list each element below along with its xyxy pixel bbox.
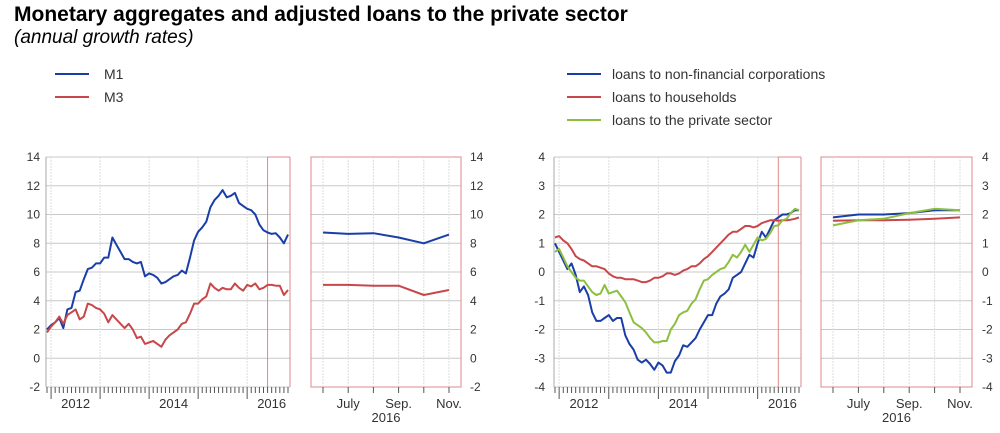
x-year-label: 2012 [569,396,598,411]
y-tick-label-right: 0 [470,351,477,365]
y-tick-label-right: -2 [470,380,481,394]
legend-label: loans to households [612,89,737,105]
y-tick-label-left: -3 [534,351,545,365]
y-tick-label-left: 12 [27,179,41,193]
x-year-label: 2014 [669,396,698,411]
y-tick-label-left: 0 [538,265,545,279]
detail-series-line-m1 [322,231,450,245]
y-tick-label-left: 10 [27,208,41,222]
y-tick-label-left: 3 [538,179,545,193]
y-tick-label-right: 2 [470,323,477,337]
detail-series-line-m3 [323,283,450,296]
y-tick-label-left: 6 [33,265,40,279]
y-tick-label-right: 4 [982,150,989,164]
legend-label: loans to the private sector [612,112,773,128]
y-tick-label-left: 2 [538,208,545,222]
y-tick-label-right: 14 [470,150,484,164]
y-tick-label-right: -3 [982,351,993,365]
x-year-label: 2012 [61,396,90,411]
series-line-m1 [46,189,289,331]
legend-label: M1 [104,66,124,82]
y-tick-label-left: 14 [27,150,41,164]
legend-label: loans to non-financial corporations [612,66,825,82]
detail-series-line-loans-to-non-financial-corporations [832,209,960,219]
x-detail-year-label: 2016 [372,410,401,425]
y-tick-label-left: 2 [33,323,40,337]
x-month-label: Sep. [896,396,923,411]
y-tick-label-right: 8 [470,236,477,250]
detail-panel-frame [310,156,462,388]
x-year-label: 2016 [768,396,797,411]
x-year-label: 2016 [257,396,286,411]
series-line-loans-to-the-private-sector [554,207,800,344]
y-tick-label-left: 1 [538,236,545,250]
y-tick-label-right: 0 [982,265,989,279]
series-line-m3 [46,282,289,348]
y-tick-label-left: 8 [33,236,40,250]
series-line-loans-to-households [554,216,800,284]
x-year-label: 2014 [159,396,188,411]
y-tick-label-right: -4 [982,380,993,394]
y-tick-label-left: -2 [534,323,545,337]
series-line-loans-to-non-financial-corporations [554,209,799,374]
x-detail-year-label: 2016 [882,410,911,425]
chart-subtitle: (annual growth rates) [14,27,194,48]
x-month-label: Sep. [385,396,412,411]
legend-label: M3 [104,89,124,105]
y-tick-label-right: 3 [982,179,989,193]
x-month-label: July [337,396,361,411]
y-tick-label-right: 4 [470,294,477,308]
y-tick-label-left: -1 [534,294,545,308]
y-tick-label-left: 4 [538,150,545,164]
y-tick-label-left: -4 [534,380,545,394]
detail-series-line-loans-to-households [832,216,961,222]
y-tick-label-right: 10 [470,208,484,222]
x-month-label: July [847,396,871,411]
detail-series-line-loans-to-the-private-sector [832,207,961,227]
x-month-label: Nov. [947,396,973,411]
y-tick-label-right: 1 [982,236,989,250]
x-month-label: Nov. [436,396,462,411]
y-tick-label-right: -1 [982,294,993,308]
chart-title: Monetary aggregates and adjusted loans t… [14,3,628,26]
y-tick-label-left: 0 [33,351,40,365]
detail-panel-frame [820,156,973,388]
y-tick-label-left: 4 [33,294,40,308]
y-tick-label-right: -2 [982,323,993,337]
y-tick-label-left: -2 [29,380,40,394]
y-tick-label-right: 6 [470,265,477,279]
y-tick-label-right: 2 [982,208,989,222]
y-tick-label-right: 12 [470,179,484,193]
